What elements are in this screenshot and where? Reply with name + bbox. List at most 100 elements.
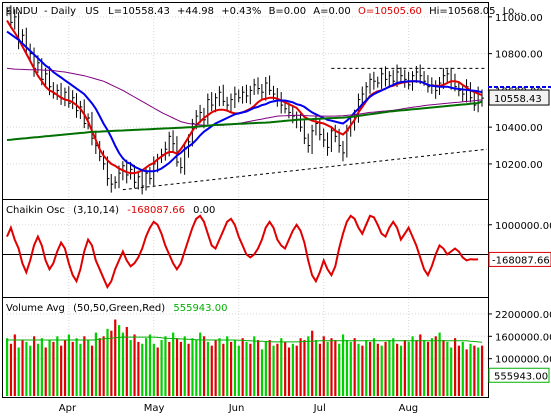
volume-bar xyxy=(237,345,240,396)
volume-bar xyxy=(36,343,40,396)
volume-bar xyxy=(117,325,121,396)
last-text: L=10558.43 xyxy=(108,6,170,17)
volume-bar xyxy=(399,345,403,396)
volume-bar xyxy=(229,341,233,396)
price-candles xyxy=(6,5,484,195)
volume-value: 555943.00 xyxy=(173,303,227,314)
volume-bar xyxy=(25,341,28,396)
volume-bar xyxy=(457,345,461,396)
volume-bar xyxy=(48,340,51,396)
volume-bar xyxy=(114,319,117,396)
volume-bar xyxy=(361,345,364,396)
volume-params: (50,50,Green,Red) xyxy=(73,303,165,314)
volume-bar xyxy=(94,332,98,396)
volume-bar xyxy=(369,341,372,396)
last-price-box xyxy=(488,89,550,106)
high-text: Hi=10568.05 xyxy=(429,6,495,17)
volume-bar xyxy=(318,343,322,396)
volume-last-label: 555943.00 xyxy=(494,371,548,382)
volume-bar xyxy=(33,336,36,396)
volume-bar xyxy=(453,338,457,396)
chaikin-extra: 0.00 xyxy=(193,205,215,216)
bid-text: B=0.00 xyxy=(269,6,307,17)
volume-bar xyxy=(9,343,13,396)
month-axis: Apr May Jun Jul Aug xyxy=(59,403,418,414)
open-text: O=10505.60 xyxy=(358,6,422,17)
volume-bar xyxy=(299,338,302,396)
volume-bar xyxy=(307,336,310,396)
volume-bar xyxy=(133,334,136,396)
volume-bar xyxy=(87,340,90,396)
month-label: Apr xyxy=(59,403,77,414)
volume-bar xyxy=(446,341,449,396)
volume-bar xyxy=(303,340,306,396)
volume-bar xyxy=(284,341,287,396)
volume-bar xyxy=(384,341,387,396)
price-tick-label: 10800.00 xyxy=(495,50,543,61)
region-text: US xyxy=(85,6,99,17)
volume-bar xyxy=(79,343,82,396)
low-text: Lo... xyxy=(503,6,524,17)
volume-bar xyxy=(233,340,237,396)
ma-green-line xyxy=(6,100,483,141)
volume-average-line xyxy=(7,336,483,343)
volume-bar xyxy=(330,338,333,396)
volume-bar xyxy=(29,345,32,396)
volume-bar xyxy=(129,340,132,396)
volume-bar xyxy=(17,347,20,396)
volume-bar xyxy=(322,336,325,396)
volume-bar xyxy=(183,336,186,396)
chaikin-value: -168087.66 xyxy=(127,205,185,216)
volume-bar xyxy=(6,338,9,396)
volume-bar xyxy=(295,345,298,396)
volume-bar xyxy=(388,340,391,396)
volume-bar xyxy=(341,334,345,396)
volume-bar xyxy=(276,343,279,396)
volume-bar xyxy=(56,336,59,396)
chaikin-tick-label: 1000000.00 xyxy=(495,221,551,232)
volume-bar xyxy=(407,341,410,396)
volume-bar xyxy=(168,341,171,396)
volume-bar xyxy=(199,332,202,396)
right-axis-labels: 11000.0010800.0010600.0010400.0010200.00… xyxy=(488,13,551,383)
volume-bar xyxy=(195,340,198,396)
volume-bar xyxy=(218,338,221,396)
volume-bar xyxy=(44,347,47,396)
volume-bar xyxy=(380,345,383,396)
volume-last-box xyxy=(488,367,550,383)
volume-bar xyxy=(210,345,213,396)
volume-bar xyxy=(357,343,360,396)
price-trendlines xyxy=(122,67,488,191)
month-label: Jul xyxy=(313,403,326,414)
volume-bar xyxy=(481,345,484,396)
volume-bar xyxy=(125,326,128,396)
volume-bar xyxy=(353,338,356,396)
volume-bar xyxy=(442,340,445,396)
volume-bar xyxy=(214,340,217,396)
volume-bar xyxy=(90,345,94,396)
volume-bar xyxy=(152,343,155,396)
price-moving-averages xyxy=(6,19,483,175)
price-tick-label: 11000.00 xyxy=(495,13,543,24)
chaikin-params: (3,10,14) xyxy=(73,205,119,216)
volume-bar xyxy=(365,340,368,396)
volume-bar xyxy=(179,341,182,396)
month-label: Aug xyxy=(399,403,419,414)
volume-bar xyxy=(191,338,194,396)
volume-bar xyxy=(52,341,55,396)
volume-bar xyxy=(291,343,294,396)
volume-bar xyxy=(264,341,267,396)
volume-bar xyxy=(450,347,453,396)
volume-bar xyxy=(40,338,43,396)
volume-bar xyxy=(106,328,109,396)
volume-bar xyxy=(345,340,349,396)
volume-bar xyxy=(71,341,74,396)
volume-bar xyxy=(268,340,271,396)
price-tick-label: 10400.00 xyxy=(495,123,543,134)
volume-bar xyxy=(311,330,314,396)
volume-tick-label: 1000000.00 xyxy=(495,355,551,366)
volume-bar xyxy=(260,349,264,396)
volume-bar xyxy=(241,338,244,396)
volume-bar xyxy=(60,345,63,396)
